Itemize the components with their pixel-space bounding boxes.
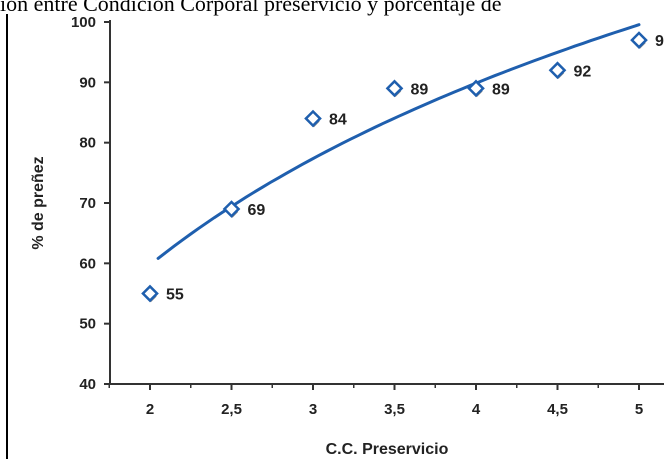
y-tick-label: 90 [79, 74, 96, 91]
data-point [548, 61, 567, 80]
data-label: 92 [574, 63, 592, 80]
data-point [467, 79, 485, 98]
frame-border [6, 14, 8, 459]
y-tick-label: 70 [79, 195, 96, 212]
data-point [304, 109, 322, 128]
y-tick-label: 100 [71, 14, 96, 31]
y-tick-label: 50 [79, 316, 96, 333]
y-ticks: 40 50 60 70 80 90 100 [71, 14, 110, 393]
y-axis-title: % de preñez [30, 156, 47, 249]
x-tick-label: 3 [309, 401, 317, 418]
data-label: 89 [411, 81, 429, 98]
x-tick-label: 4 [472, 401, 481, 418]
x-tick-label: 4,5 [547, 401, 568, 418]
y-tick-label: 80 [79, 135, 96, 152]
y-tick-label: 40 [79, 376, 96, 393]
x-ticks: 2 2,5 3 3,5 4 4,5 5 [108, 384, 643, 418]
figure-caption: ión entre Condición Corporal preservicio… [0, 0, 502, 16]
data-point [141, 284, 159, 303]
data-points [141, 31, 648, 303]
data-label: 89 [492, 81, 510, 98]
data-labels: 55 69 84 89 89 92 97 [166, 33, 664, 303]
data-label: 55 [166, 287, 184, 304]
trendline [156, 23, 641, 260]
data-point [630, 31, 648, 49]
x-tick-label: 2 [146, 401, 154, 418]
x-tick-label: 5 [635, 401, 643, 418]
data-label: 97 [655, 33, 664, 50]
y-tick-label: 60 [79, 255, 96, 272]
trendline-group [156, 23, 641, 260]
data-point [385, 79, 404, 98]
x-tick-label: 2,5 [221, 401, 242, 418]
data-point [222, 200, 241, 218]
x-axis-title: C.C. Preservicio [326, 441, 449, 458]
data-label: 69 [248, 202, 266, 219]
data-label: 84 [329, 112, 347, 129]
x-tick-label: 3,5 [384, 401, 405, 418]
